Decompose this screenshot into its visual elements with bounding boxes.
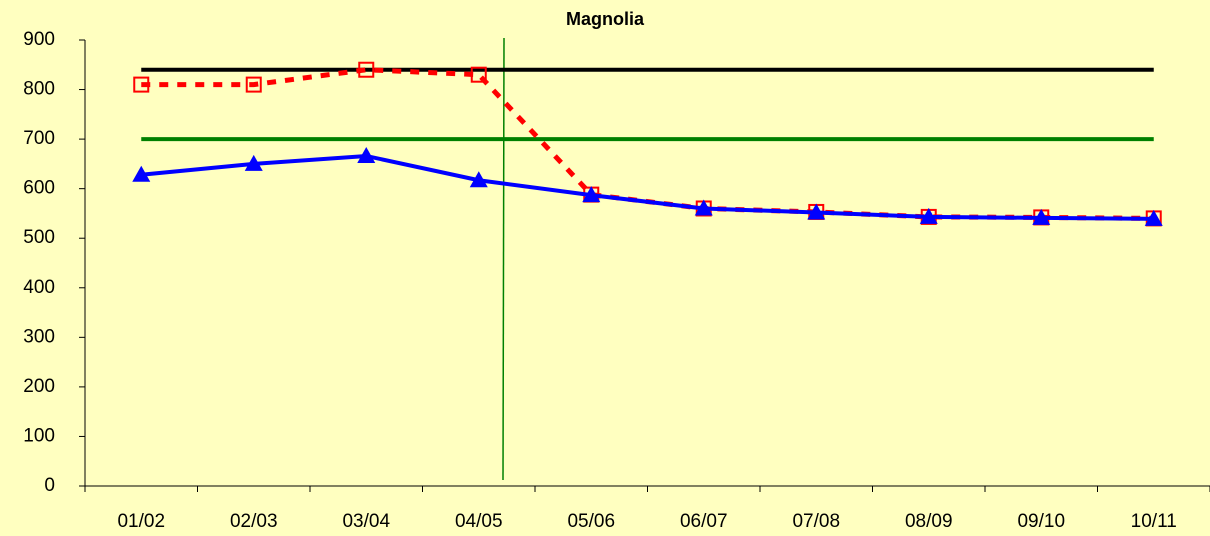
- marker-triangle: [919, 207, 938, 224]
- marker-triangle: [469, 171, 488, 188]
- marker-square: [245, 76, 262, 93]
- y-tick-label: 100: [23, 425, 55, 446]
- marker-square: [358, 61, 375, 78]
- y-tick-label: 200: [23, 376, 55, 397]
- marker-line: [502, 37, 505, 481]
- x-tick-label: 07/08: [792, 511, 840, 532]
- x-tick-label: 08/09: [905, 511, 953, 532]
- x-tick-label: 09/10: [1017, 511, 1065, 532]
- marker-triangle: [807, 203, 826, 220]
- x-tick-label: 01/02: [117, 511, 165, 532]
- y-tick-label: 800: [23, 79, 55, 100]
- y-tick-label: 900: [23, 29, 55, 50]
- x-tick-label: 10/11: [1131, 511, 1177, 532]
- chart-title: Magnolia: [566, 9, 645, 29]
- y-tick-label: 0: [44, 475, 55, 496]
- marker-triangle: [357, 146, 376, 163]
- marker-square: [133, 76, 150, 93]
- x-tick-label: 03/04: [342, 511, 390, 532]
- marker-triangle: [1144, 209, 1163, 226]
- marker-triangle: [694, 199, 713, 216]
- x-tick-label: 04/05: [455, 511, 503, 532]
- marker-triangle: [1032, 208, 1051, 225]
- marker-triangle: [132, 165, 151, 182]
- marker-square: [470, 66, 487, 83]
- y-tick-label: 300: [23, 326, 55, 347]
- y-tick-label: 500: [23, 227, 55, 248]
- series-line: [141, 153, 1154, 221]
- y-tick-label: 700: [23, 128, 55, 149]
- marker-triangle: [244, 154, 263, 171]
- y-tick-label: 400: [23, 277, 55, 298]
- x-tick-label: 05/06: [567, 511, 615, 532]
- marker-triangle: [582, 186, 601, 203]
- y-tick-label: 600: [23, 178, 55, 199]
- x-tick-label: 06/07: [680, 511, 728, 532]
- x-tick-label: 02/03: [230, 511, 278, 532]
